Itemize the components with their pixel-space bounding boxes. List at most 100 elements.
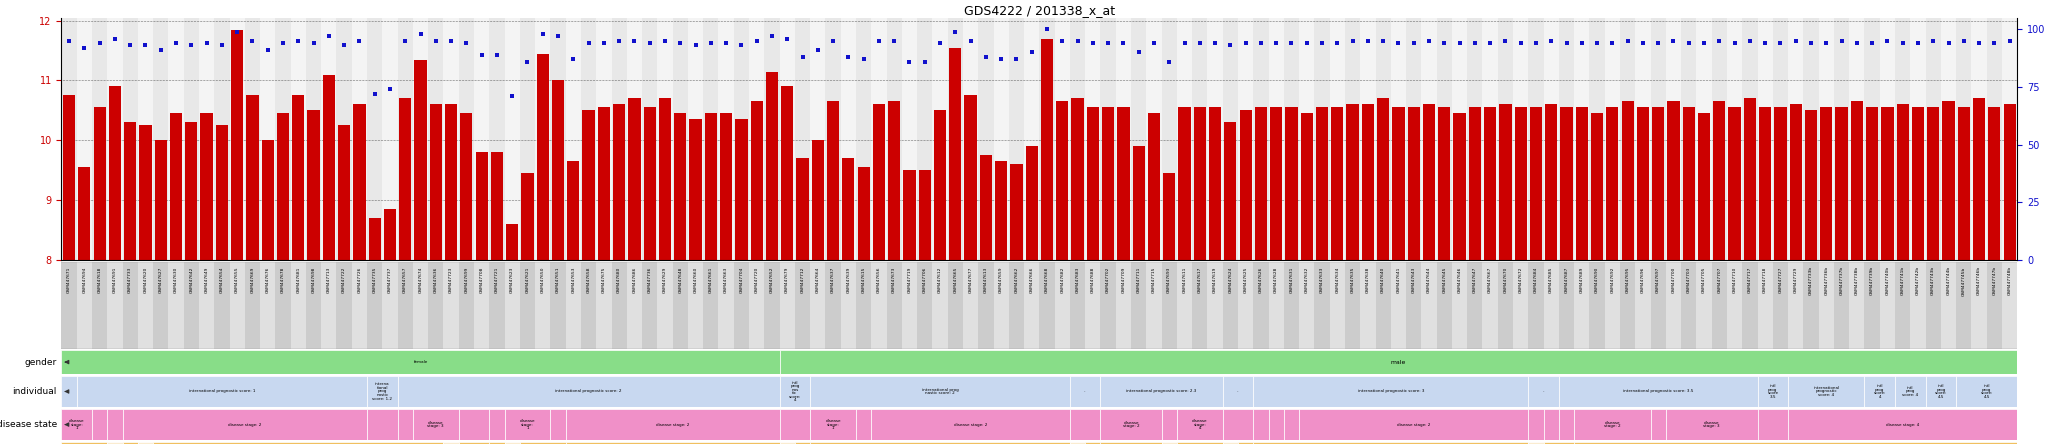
- Text: disease stage: 2: disease stage: 2: [1397, 423, 1430, 427]
- Text: GSM447746b: GSM447746b: [1976, 266, 1980, 295]
- Bar: [137, 262, 154, 349]
- Bar: [367, 376, 397, 407]
- Point: [266, 40, 299, 47]
- Bar: [1133, 146, 1145, 260]
- Text: GSM447656: GSM447656: [877, 266, 881, 293]
- Point: [1872, 37, 1905, 44]
- Bar: [1942, 262, 1956, 349]
- Bar: [504, 262, 520, 349]
- Bar: [123, 18, 137, 260]
- Point: [1214, 42, 1247, 49]
- Text: GSM447629: GSM447629: [664, 266, 668, 293]
- Bar: [1634, 18, 1651, 260]
- Bar: [1575, 18, 1589, 260]
- Bar: [1454, 113, 1466, 260]
- Text: disease stage: 2: disease stage: 2: [954, 423, 987, 427]
- Point: [1657, 37, 1690, 44]
- Bar: [780, 442, 795, 444]
- Point: [1167, 40, 1200, 47]
- Bar: [506, 224, 518, 260]
- Point: [1673, 40, 1706, 47]
- Point: [848, 56, 881, 63]
- Bar: [750, 18, 764, 260]
- Text: GSM447683: GSM447683: [1075, 266, 1079, 293]
- Bar: [1038, 18, 1055, 260]
- Bar: [1591, 113, 1604, 260]
- Bar: [274, 18, 291, 260]
- Bar: [154, 18, 168, 260]
- Bar: [1116, 262, 1130, 349]
- Point: [1475, 40, 1507, 47]
- Bar: [1225, 122, 1237, 260]
- Bar: [1192, 18, 1208, 260]
- Point: [1335, 37, 1368, 44]
- Text: GSM447739b: GSM447739b: [1870, 266, 1874, 295]
- Bar: [1804, 262, 1819, 349]
- Bar: [627, 18, 643, 260]
- Text: GSM447679: GSM447679: [784, 266, 788, 293]
- Point: [129, 42, 162, 49]
- Bar: [367, 18, 383, 260]
- Text: GSM447741b: GSM447741b: [1901, 266, 1905, 295]
- Bar: [61, 350, 780, 374]
- Bar: [1788, 18, 1804, 260]
- Bar: [903, 170, 915, 260]
- Text: GSM447665: GSM447665: [952, 266, 956, 293]
- Text: GSM447743b: GSM447743b: [1931, 266, 1935, 295]
- Bar: [1757, 376, 1788, 407]
- Bar: [94, 107, 106, 260]
- Text: GSM447628: GSM447628: [1274, 266, 1278, 293]
- Bar: [1087, 107, 1100, 260]
- Bar: [932, 262, 948, 349]
- Bar: [106, 442, 123, 444]
- Bar: [1821, 107, 1833, 260]
- Point: [541, 33, 573, 40]
- Point: [664, 40, 696, 47]
- Point: [999, 56, 1032, 63]
- Text: GSM447637: GSM447637: [831, 266, 836, 293]
- Text: disease
stage:
1: disease stage: 1: [520, 419, 535, 430]
- Point: [1137, 40, 1169, 47]
- Bar: [1559, 18, 1575, 260]
- Bar: [367, 262, 383, 349]
- Bar: [123, 409, 367, 440]
- Bar: [872, 104, 885, 260]
- Bar: [473, 262, 489, 349]
- Bar: [733, 18, 750, 260]
- Bar: [1894, 262, 1911, 349]
- Bar: [1989, 107, 2001, 260]
- Bar: [535, 18, 551, 260]
- Bar: [1833, 262, 1849, 349]
- Text: GSM447649: GSM447649: [205, 266, 209, 293]
- Bar: [719, 262, 733, 349]
- Bar: [61, 376, 76, 407]
- Bar: [1360, 262, 1376, 349]
- Point: [1276, 40, 1309, 47]
- Bar: [780, 409, 811, 440]
- Text: GSM447680: GSM447680: [616, 266, 621, 293]
- Point: [205, 42, 238, 49]
- Point: [481, 51, 514, 58]
- Bar: [1026, 146, 1038, 260]
- Bar: [246, 262, 260, 349]
- Bar: [139, 125, 152, 260]
- Bar: [1436, 262, 1452, 349]
- Text: GSM447673: GSM447673: [893, 266, 897, 293]
- Text: GSM447676: GSM447676: [266, 266, 270, 293]
- Text: GSM447696: GSM447696: [1640, 266, 1645, 293]
- Point: [756, 33, 788, 40]
- Bar: [1329, 18, 1346, 260]
- Bar: [61, 18, 76, 260]
- Text: GSM447636: GSM447636: [434, 266, 438, 293]
- Bar: [1223, 262, 1237, 349]
- Bar: [1329, 262, 1346, 349]
- Bar: [184, 262, 199, 349]
- Bar: [1665, 409, 1757, 440]
- Point: [1260, 40, 1292, 47]
- Bar: [1423, 104, 1436, 260]
- Bar: [1835, 107, 1847, 260]
- Point: [1794, 40, 1827, 47]
- Bar: [1130, 18, 1147, 260]
- Text: GSM447733: GSM447733: [129, 266, 133, 293]
- Bar: [1497, 18, 1513, 260]
